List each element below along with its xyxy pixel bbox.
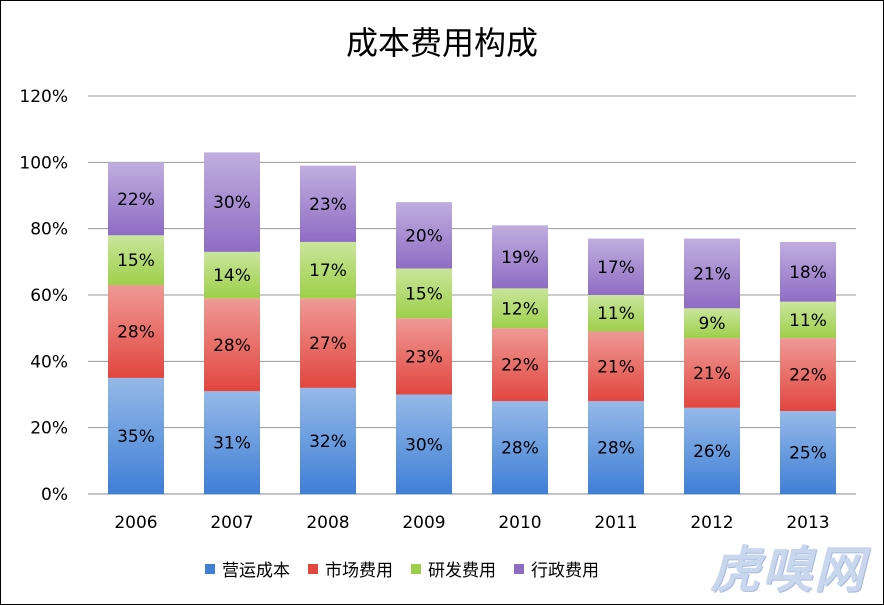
x-tick-label: 2011 (594, 513, 637, 533)
data-label: 20% (405, 226, 443, 246)
bar-segment (588, 238, 644, 295)
bar-segment (396, 318, 452, 395)
data-label: 22% (501, 356, 539, 376)
data-label: 21% (693, 364, 731, 384)
data-label: 19% (501, 248, 539, 268)
data-label: 28% (501, 439, 539, 459)
y-tick-label: 40% (30, 352, 68, 372)
legend-label: 研发费用 (428, 561, 496, 581)
bar-segment (492, 401, 548, 494)
bar-segment (780, 301, 836, 339)
data-label: 15% (405, 284, 443, 304)
bar-segment (684, 308, 740, 339)
bar-segment (204, 251, 260, 299)
bar-segment (396, 202, 452, 269)
bar-segment (108, 285, 164, 378)
bar-segment (588, 331, 644, 402)
y-tick-label: 60% (30, 286, 68, 306)
legend-swatch (205, 563, 215, 574)
bar-segment (492, 328, 548, 402)
y-tick-label: 0% (41, 485, 68, 505)
y-tick-label: 120% (19, 87, 68, 107)
data-label: 32% (309, 432, 347, 452)
bar-segment (204, 298, 260, 392)
y-tick-label: 20% (30, 419, 68, 439)
data-label: 11% (597, 304, 635, 324)
y-tick-label: 80% (30, 220, 68, 240)
data-label: 15% (117, 251, 155, 271)
legend: 营运成本 市场费用 研发费用 行政费用 (205, 556, 599, 581)
x-tick-label: 2008 (306, 513, 349, 533)
legend-swatch (411, 563, 421, 574)
bar-segment (492, 225, 548, 289)
data-label: 21% (597, 357, 635, 377)
bar-segment (204, 391, 260, 494)
bar-segment (204, 152, 260, 252)
bar-segment (780, 338, 836, 412)
bar-segment (684, 407, 740, 494)
legend-label: 市场费用 (325, 561, 393, 581)
data-label: 21% (693, 264, 731, 284)
watermark: 虎嗅网 (710, 540, 866, 599)
bar-segment (108, 377, 164, 494)
data-label: 14% (213, 266, 251, 286)
legend-item: 行政费用 (514, 556, 599, 581)
data-label: 18% (789, 263, 827, 283)
bar-segment (300, 387, 356, 494)
data-label: 26% (693, 442, 731, 462)
bar-segment (300, 165, 356, 242)
x-tick-label: 2013 (786, 513, 829, 533)
bar-segment (396, 268, 452, 319)
legend-item: 研发费用 (411, 556, 496, 581)
data-label: 17% (309, 261, 347, 281)
x-tick-label: 2010 (498, 513, 541, 533)
bar-segment (588, 295, 644, 332)
x-tick-label: 2012 (690, 513, 733, 533)
data-label: 25% (789, 444, 827, 464)
data-label: 22% (789, 366, 827, 386)
bar-segment (588, 401, 644, 494)
data-label: 27% (309, 334, 347, 354)
data-label: 22% (117, 190, 155, 210)
legend-label: 行政费用 (531, 561, 599, 581)
bar-segment (492, 288, 548, 329)
legend-swatch (514, 563, 524, 574)
data-label: 17% (597, 258, 635, 278)
legend-swatch (308, 563, 318, 574)
legend-item: 市场费用 (308, 556, 393, 581)
data-label: 11% (789, 311, 827, 331)
data-label: 35% (117, 427, 155, 447)
bar-segment (108, 235, 164, 286)
bar-segment (780, 411, 836, 494)
data-label: 28% (213, 336, 251, 356)
bar-segment (684, 238, 740, 309)
bar-segment (396, 394, 452, 494)
bar-segment (300, 298, 356, 388)
x-tick-label: 2009 (402, 513, 445, 533)
bar-segment (684, 338, 740, 408)
data-label: 30% (213, 193, 251, 213)
y-tick-label: 100% (19, 153, 68, 173)
data-label: 28% (597, 439, 635, 459)
chart-title: 成本费用构成 (345, 24, 538, 62)
legend-label: 营运成本 (222, 561, 290, 581)
data-label: 30% (405, 435, 443, 455)
data-label: 31% (213, 434, 251, 454)
legend-item: 营运成本 (205, 556, 290, 581)
data-label: 23% (405, 347, 443, 367)
x-tick-label: 2007 (210, 513, 253, 533)
data-label: 12% (501, 299, 539, 319)
bar-segment (108, 162, 164, 236)
data-label: 23% (309, 195, 347, 215)
data-label: 9% (699, 314, 726, 334)
x-tick-label: 2006 (114, 513, 157, 533)
data-label: 28% (117, 322, 155, 342)
bar-segment (780, 241, 836, 302)
bar-segment (300, 241, 356, 299)
